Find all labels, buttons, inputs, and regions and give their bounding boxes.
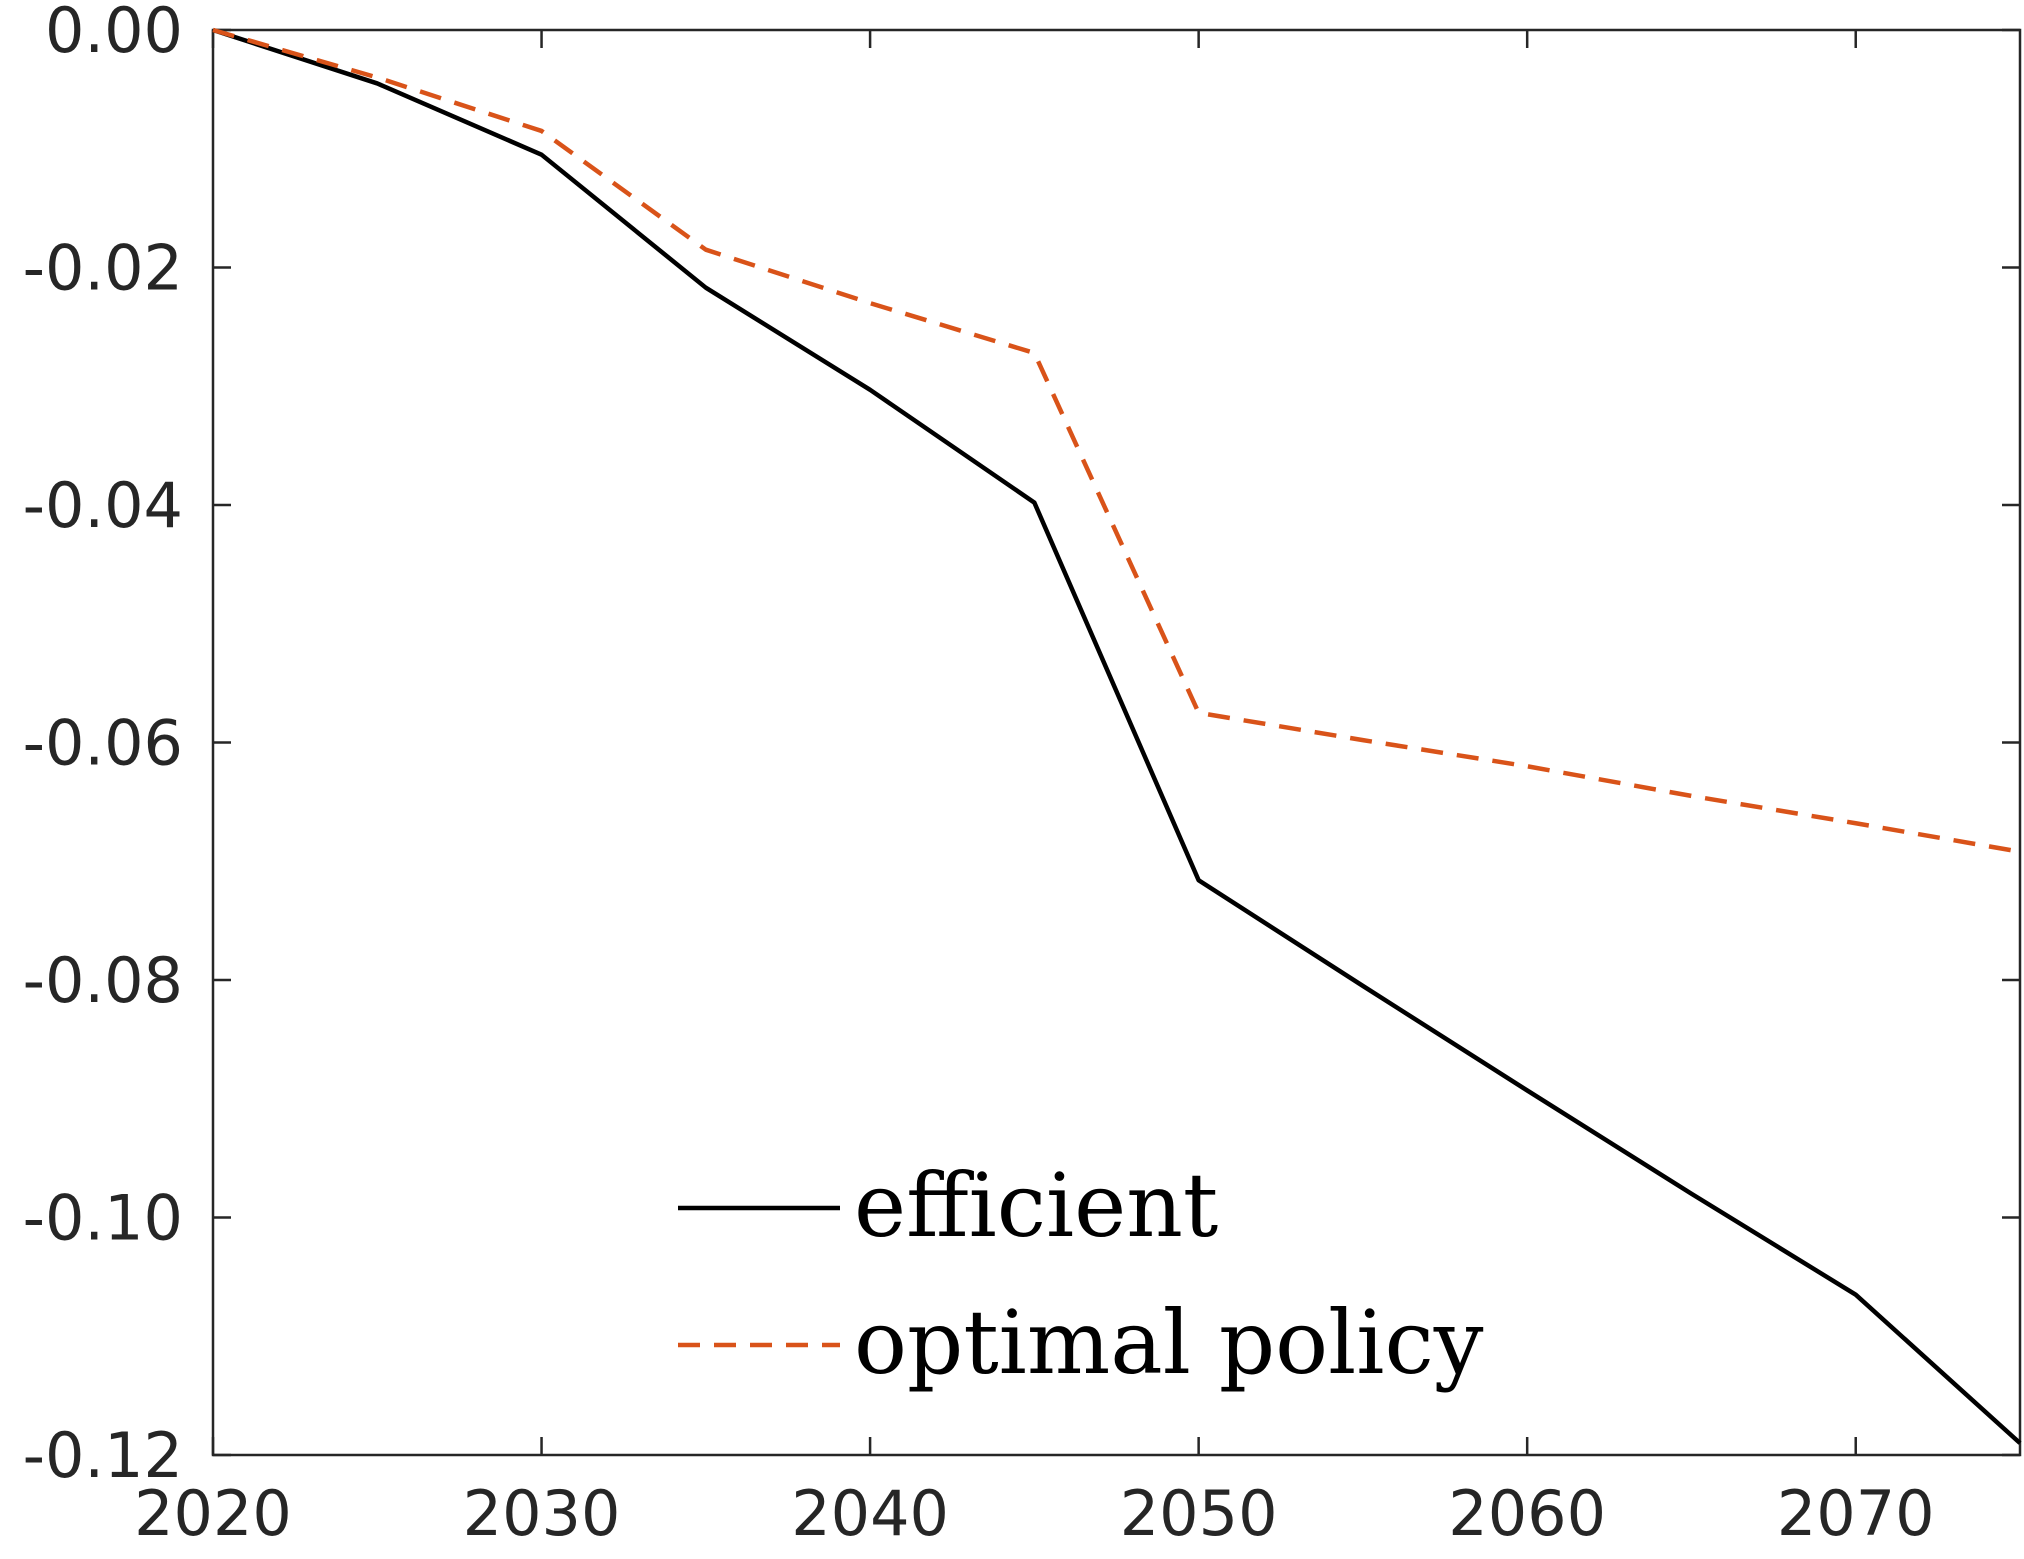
x-tick-label: 2060 — [1448, 1477, 1606, 1550]
y-tick-label: -0.10 — [23, 1182, 183, 1255]
y-tick-label: 0.00 — [45, 0, 183, 67]
x-tick-label: 2040 — [791, 1477, 949, 1550]
y-tick-label: -0.06 — [23, 707, 183, 780]
legend: efficient optimal policy — [678, 1154, 1484, 1394]
x-tick-label: 2070 — [1777, 1477, 1935, 1550]
y-tick-label: -0.04 — [23, 469, 183, 542]
series-line-1 — [213, 30, 2020, 852]
legend-label-0: efficient — [854, 1154, 1218, 1257]
x-tick-label: 2050 — [1120, 1477, 1278, 1550]
y-tick-label: -0.08 — [23, 944, 183, 1017]
y-tick-label: -0.02 — [23, 232, 183, 305]
x-tick-label: 2030 — [463, 1477, 621, 1550]
legend-label-1: optimal policy — [854, 1291, 1484, 1394]
y-tick-label: -0.12 — [23, 1419, 183, 1492]
